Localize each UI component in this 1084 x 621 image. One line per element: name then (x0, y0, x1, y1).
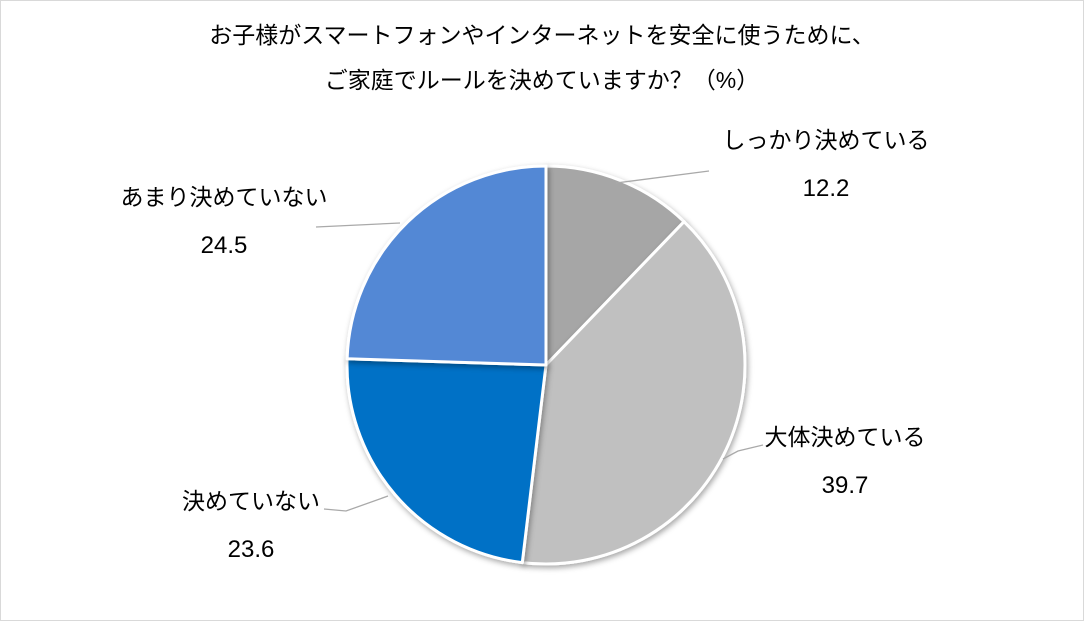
slice-label-value: 39.7 (821, 472, 869, 499)
slice-label-shikkari-kimeteiru: しっかり決めている 12.2 (706, 125, 946, 204)
slice-label-value: 24.5 (200, 232, 248, 259)
pie-slice-3 (345, 164, 548, 367)
slice-label-daitai-kimeteiru: 大体決めている 39.7 (725, 422, 965, 501)
leader-line-3 (315, 222, 401, 228)
slice-label-value: 23.6 (227, 536, 275, 563)
slice-label-text: しっかり決めている (722, 127, 930, 153)
pie-slice-1 (520, 220, 747, 566)
pie-slice-0 (544, 164, 686, 367)
leader-line-1 (722, 444, 764, 460)
chart-title-line2: ご家庭でルールを決めていますか？（%） (324, 67, 760, 93)
pie-slices-group (345, 164, 747, 566)
leader-lines-group (315, 170, 764, 512)
pie-slice-2 (345, 357, 548, 565)
leader-line-0 (615, 170, 710, 184)
chart-title: お子様がスマートフォンやインターネットを安全に使うために、 ご家庭でルールを決め… (1, 13, 1083, 103)
slice-label-amari-kimeteinai: あまり決めていない 24.5 (104, 182, 344, 261)
slice-label-text: 大体決めている (764, 424, 926, 450)
slice-label-kimeteinai: 決めていない 23.6 (131, 486, 371, 565)
chart-title-line1: お子様がスマートフォンやインターネットを安全に使うために、 (209, 22, 875, 48)
slice-label-text: 決めていない (182, 488, 320, 514)
slice-label-text: あまり決めていない (120, 184, 328, 210)
leader-line-2 (323, 495, 389, 512)
slice-label-value: 12.2 (802, 175, 850, 202)
